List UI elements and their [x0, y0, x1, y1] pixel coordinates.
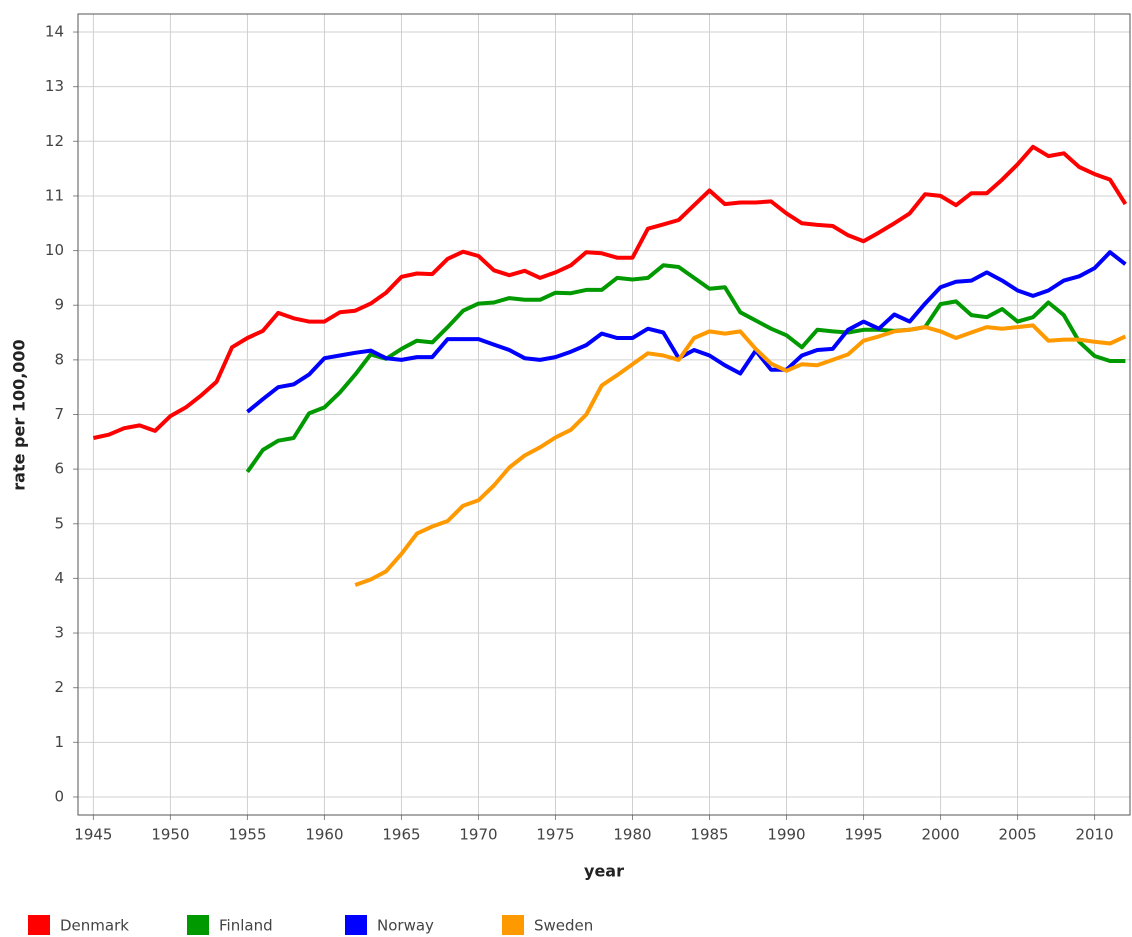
- y-tick-label: 13: [45, 77, 64, 95]
- legend-swatch: [28, 915, 50, 935]
- plot-frame: [77, 13, 1131, 816]
- x-tick-label: 1975: [536, 826, 574, 844]
- y-tick-label: 14: [45, 23, 64, 41]
- y-tick-label: 12: [45, 132, 64, 150]
- x-axis-title: year: [584, 862, 624, 881]
- x-tick-label: 2005: [998, 826, 1036, 844]
- series-line: [92, 144, 1128, 440]
- series-line: [245, 263, 1126, 474]
- x-tick-label: 1960: [305, 826, 343, 844]
- x-tick-label: 1950: [151, 826, 189, 844]
- y-tick-label: 1: [54, 733, 64, 751]
- x-tick-label: 1985: [690, 826, 728, 844]
- y-tick-label: 11: [45, 186, 64, 204]
- series-line: [246, 250, 1127, 414]
- x-tick-label: 1970: [459, 826, 497, 844]
- legend-label: Norway: [377, 917, 434, 935]
- y-axis-title: rate per 100,000: [10, 339, 29, 490]
- y-tick-label: 10: [45, 241, 64, 259]
- y-tick-label: 9: [54, 296, 64, 314]
- legend-label: Sweden: [534, 917, 593, 935]
- y-tick-label: 4: [54, 569, 64, 587]
- x-tick-label: 1990: [767, 826, 805, 844]
- x-tick-label: 2000: [921, 826, 959, 844]
- y-tick-label: 6: [54, 460, 64, 478]
- x-tick-label: 2010: [1075, 826, 1113, 844]
- x-tick-label: 1980: [613, 826, 651, 844]
- series-line: [354, 323, 1127, 587]
- legend-swatch: [502, 915, 524, 935]
- y-tick-label: 7: [54, 405, 64, 423]
- x-tick-label: 1995: [844, 826, 882, 844]
- legend-label: Denmark: [60, 917, 129, 935]
- y-tick-label: 0: [54, 787, 64, 805]
- x-tick-label: 1945: [74, 826, 112, 844]
- legend-swatch: [187, 915, 209, 935]
- x-tick-label: 1955: [228, 826, 266, 844]
- y-tick-label: 8: [54, 350, 64, 368]
- y-tick-label: 5: [54, 514, 64, 532]
- x-tick-label: 1965: [382, 826, 420, 844]
- legend-swatch: [345, 915, 367, 935]
- legend-label: Finland: [219, 917, 273, 935]
- y-tick-label: 2: [54, 678, 64, 696]
- y-tick-label: 3: [54, 624, 64, 642]
